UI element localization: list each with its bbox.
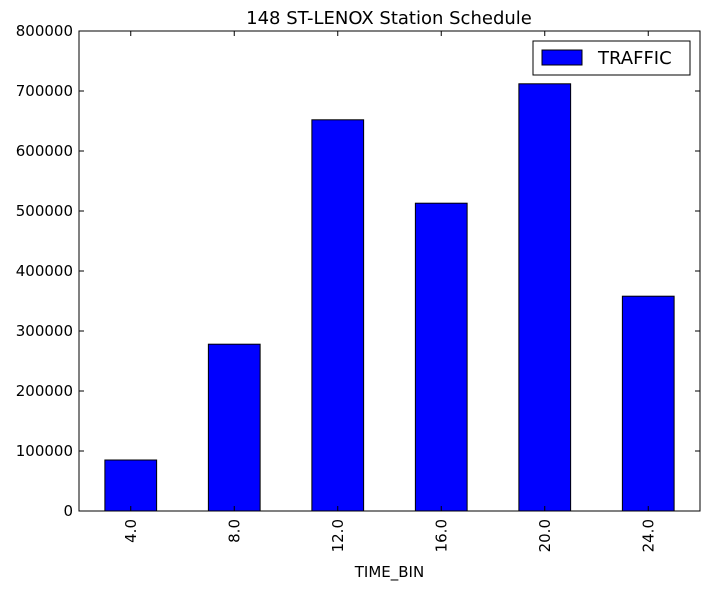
x-tick-label: 16.0 bbox=[432, 519, 450, 552]
bar-16-0 bbox=[414, 202, 468, 512]
y-tick-label: 0 bbox=[63, 502, 73, 520]
x-tick-label: 8.0 bbox=[225, 519, 243, 543]
y-axis: 0 100000 200000 300000 400000 500000 600000 700… bbox=[16, 22, 700, 520]
legend-box bbox=[532, 40, 691, 76]
bar-20-0 bbox=[518, 83, 572, 512]
x-axis-label: TIME_BIN bbox=[354, 563, 424, 582]
bars-group bbox=[104, 83, 675, 512]
legend: TRAFFIC bbox=[532, 40, 691, 76]
y-tick-label: 600000 bbox=[16, 142, 73, 160]
x-tick-label: 12.0 bbox=[329, 519, 347, 552]
y-tick-label: 800000 bbox=[16, 22, 73, 40]
bar-24-0 bbox=[621, 295, 675, 512]
legend-label-traffic: TRAFFIC bbox=[597, 48, 672, 69]
y-tick-label: 200000 bbox=[16, 382, 73, 400]
bar-8-0 bbox=[207, 343, 261, 512]
plot-area-frame bbox=[78, 30, 701, 512]
y-tick-label: 500000 bbox=[16, 202, 73, 220]
x-tick-label: 4.0 bbox=[122, 519, 140, 543]
legend-swatch-traffic bbox=[541, 49, 583, 66]
bar-4-0 bbox=[104, 459, 158, 512]
x-axis: 4.0 8.0 12.0 16.0 20.0 24.0 bbox=[122, 31, 657, 552]
chart-title: 148 ST-LENOX Station Schedule bbox=[246, 8, 532, 29]
x-tick-label: 24.0 bbox=[639, 519, 657, 552]
x-tick-label: 20.0 bbox=[536, 519, 554, 552]
y-tick-label: 100000 bbox=[16, 442, 73, 460]
bar-12-0 bbox=[311, 119, 365, 512]
y-tick-label: 700000 bbox=[16, 82, 73, 100]
y-tick-label: 400000 bbox=[16, 262, 73, 280]
y-tick-label: 300000 bbox=[16, 322, 73, 340]
